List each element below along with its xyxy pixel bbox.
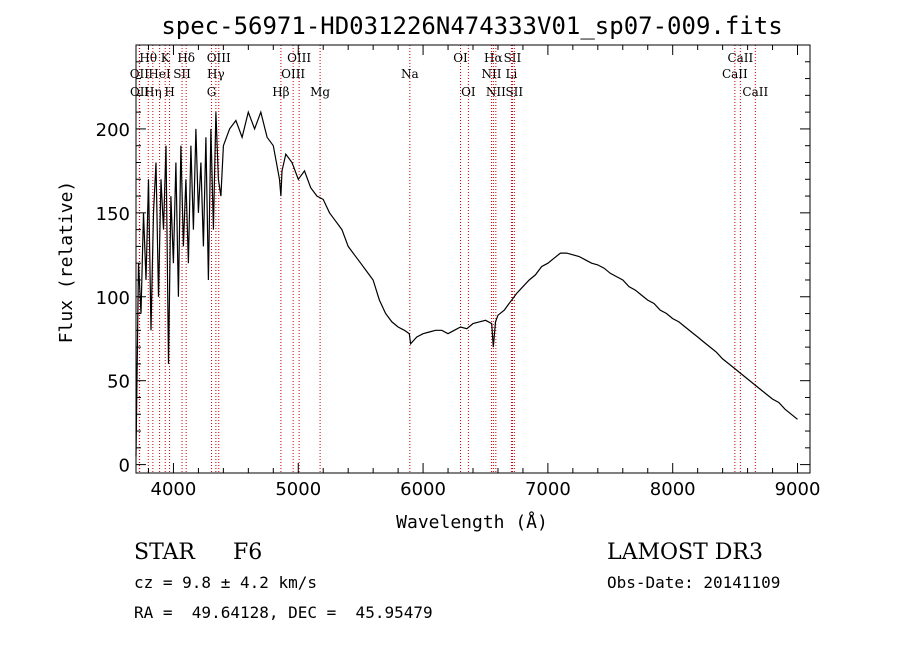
spectral-line-label: SII	[505, 85, 523, 99]
spectral-line-label: HeI	[148, 67, 171, 81]
spectral-line-label: OIII	[287, 51, 311, 65]
y-tick-label: 100	[96, 288, 130, 309]
spectral-line-label: Hη	[144, 85, 162, 99]
spectral-line-label: Na	[401, 67, 419, 81]
spectral-line-label: K	[161, 51, 171, 65]
spectral-line-label: OII	[130, 67, 150, 81]
spectral-line-label: Mg	[310, 85, 330, 99]
spectral-line-label: CaII	[742, 85, 768, 99]
spectral-line-label: Hδ	[177, 51, 195, 65]
x-tick-label: 5000	[275, 479, 321, 500]
y-tick-label: 0	[119, 456, 130, 477]
redshift-info: cz = 9.8 ± 4.2 km/s	[134, 573, 318, 592]
spectral-line-label: SII	[173, 67, 191, 81]
spectral-line-label: SII	[504, 51, 522, 65]
spectral-line-label: G	[207, 85, 217, 99]
spectral-line-label: OI	[461, 85, 476, 99]
spectral-subclass: F6	[233, 540, 263, 565]
x-tick-label: 7000	[525, 479, 571, 500]
survey-name: LAMOST DR3	[607, 540, 763, 565]
spectral-line-label: H	[164, 85, 174, 99]
spectrum-series	[135, 110, 798, 457]
x-axis-label: Wavelength (Å)	[396, 511, 548, 533]
y-tick-label: 150	[96, 204, 130, 225]
spectral-line-label: CaII	[722, 67, 748, 81]
plot-frame	[135, 44, 811, 474]
spectral-line-label: CaII	[727, 51, 753, 65]
x-tick-label: 8000	[650, 479, 696, 500]
object-class: STAR F6	[134, 540, 262, 565]
obs-date: Obs-Date: 20141109	[607, 573, 781, 592]
x-tick-label: 4000	[151, 479, 197, 500]
y-tick-label: 200	[96, 120, 130, 141]
spectral-line-label: Hθ	[139, 51, 157, 65]
spectral-line-label: NII	[481, 67, 501, 81]
spectral-line-label: OIII	[281, 67, 305, 81]
axis-ticks: 4000 5000 6000 7000 8000 9000 0 50 100 150 200	[96, 45, 821, 500]
spectral-line-label: OI	[453, 51, 468, 65]
coordinates-info: RA = 49.64128, DEC = 45.95479	[134, 603, 433, 622]
spectral-line-label: Li	[506, 67, 518, 81]
spectrum-line	[135, 110, 798, 457]
object-class-label: STAR	[134, 540, 195, 565]
spectral-line-label: OIII	[207, 51, 231, 65]
spectral-line-label: Hα	[484, 51, 503, 65]
y-axis-label: Flux (relative)	[56, 181, 77, 344]
x-tick-label: 9000	[775, 479, 821, 500]
spectral-line-label: Hγ	[207, 67, 225, 81]
x-tick-label: 6000	[400, 479, 446, 500]
chart-title: spec-56971-HD031226N474333V01_sp07-009.f…	[161, 12, 782, 40]
spectral-line-label: Hβ	[272, 85, 289, 99]
y-tick-label: 50	[107, 372, 130, 393]
spectral-line-label: NII	[486, 85, 506, 99]
spectral-line-label: OII	[130, 85, 150, 99]
